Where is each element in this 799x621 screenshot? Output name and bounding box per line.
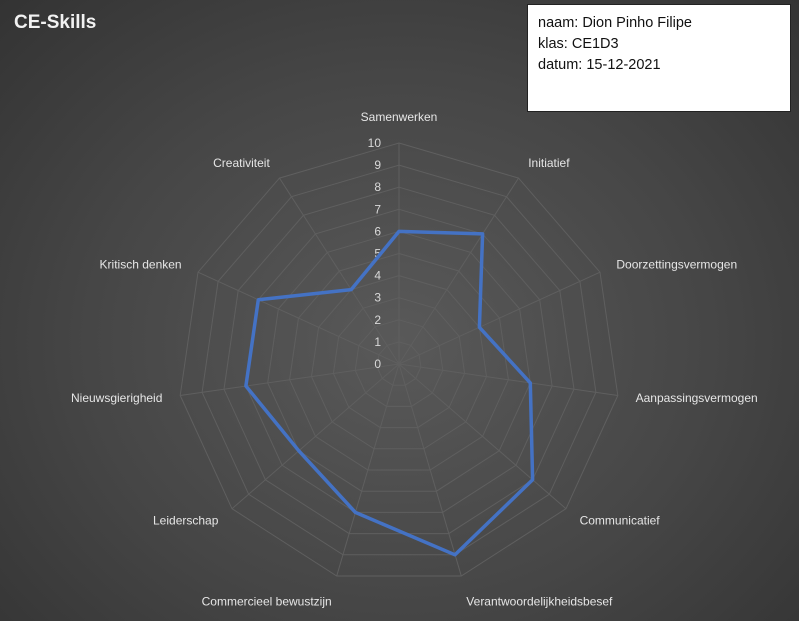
chart-title: CE-Skills <box>14 12 97 33</box>
axis-label: Communicatief <box>580 514 661 528</box>
radar-grid <box>179 142 619 577</box>
grid-spoke <box>180 363 400 396</box>
tick-label: 1 <box>374 335 381 349</box>
tick-label: 6 <box>374 224 381 238</box>
axis-label: Kritisch denken <box>100 258 182 272</box>
axis-label: Verantwoordelijkheidsbesef <box>466 594 613 608</box>
tick-label: 3 <box>374 291 381 305</box>
axis-label: Samenwerken <box>361 110 438 124</box>
axis-label: Doorzettingsvermogen <box>616 258 737 272</box>
axis-label: Nieuwsgierigheid <box>71 391 162 405</box>
grid-ring <box>376 341 422 386</box>
grid-spoke <box>398 363 618 396</box>
info-date: datum: 15-12-2021 <box>538 57 661 73</box>
grid-ring <box>354 319 444 407</box>
grid-spoke <box>398 177 519 365</box>
tick-label: 0 <box>374 357 381 371</box>
grid-ring <box>179 142 619 577</box>
radar-tick-labels: 0 1 2 3 4 5 6 7 8 9 10 <box>368 136 382 371</box>
grid-spoke <box>398 363 567 510</box>
axis-label: Creativiteit <box>213 156 270 170</box>
axis-label: Leiderschap <box>153 514 219 528</box>
tick-label: 5 <box>374 247 381 261</box>
tick-label: 7 <box>374 202 381 216</box>
tick-label: 10 <box>368 136 382 150</box>
radar-axis-labels: Samenwerken Initiatief Doorzettingsvermoge… <box>71 110 758 608</box>
info-box: naam: Dion Pinho Filipe klas: CE1D3 datu… <box>527 4 791 112</box>
info-name: naam: Dion Pinho Filipe <box>538 15 692 31</box>
grid-spoke <box>398 363 462 577</box>
grid-spoke <box>197 271 400 365</box>
grid-ring <box>223 186 575 535</box>
tick-label: 9 <box>374 158 381 172</box>
grid-spoke <box>336 363 400 577</box>
grid-spoke <box>279 177 400 365</box>
grid-spoke <box>398 271 601 365</box>
tick-label: 2 <box>374 313 381 327</box>
radar-series <box>244 229 535 557</box>
grid-ring <box>310 275 488 450</box>
axis-label: Initiatief <box>528 156 570 170</box>
series-line <box>244 229 535 557</box>
grid-ring <box>201 164 597 556</box>
grid-spoke <box>231 363 400 510</box>
axis-label: Aanpassingsvermogen <box>636 391 758 405</box>
grid-ring <box>332 297 466 429</box>
info-class: klas: CE1D3 <box>538 36 619 52</box>
axis-label: Commercieel bewustzijn <box>202 594 332 608</box>
grid-ring <box>245 208 553 513</box>
grid-ring <box>289 252 509 471</box>
tick-label: 4 <box>374 269 381 283</box>
grid-ring <box>267 230 531 492</box>
tick-label: 8 <box>374 180 381 194</box>
